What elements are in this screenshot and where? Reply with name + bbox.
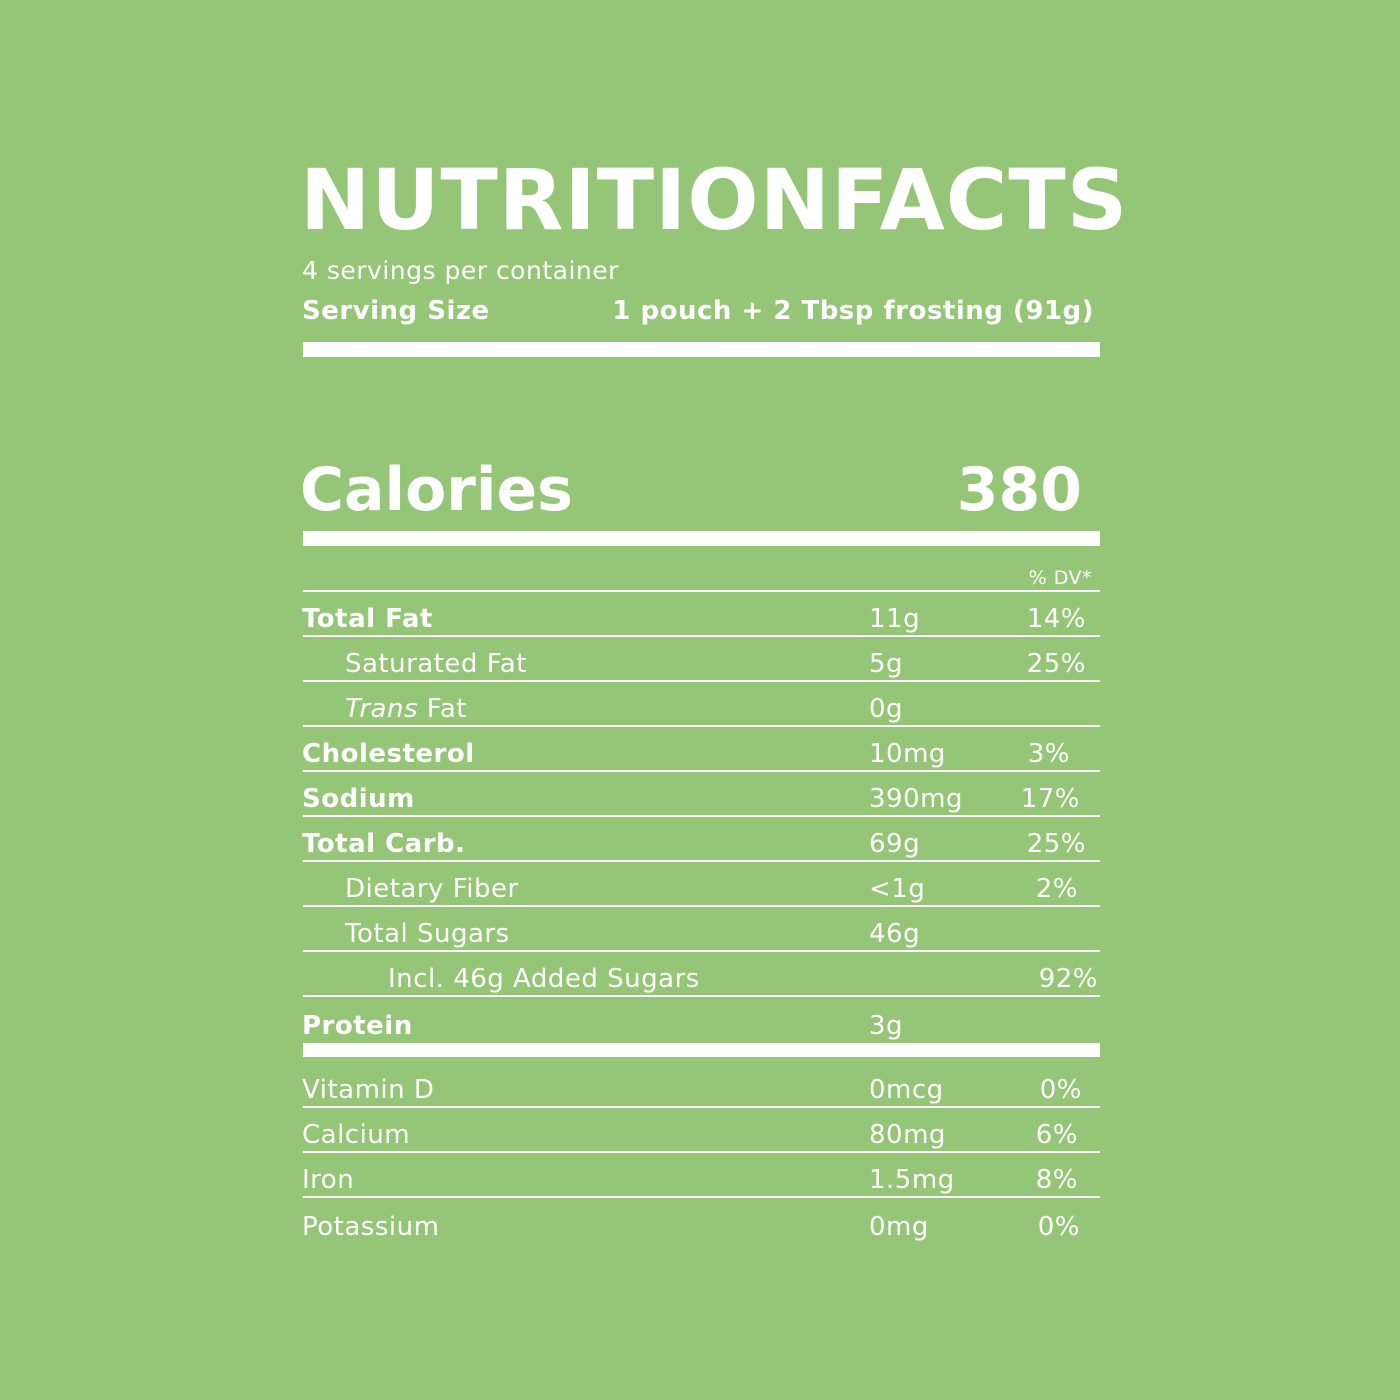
vitamin-row-vitamin-d: Vitamin D 0mcg 0%	[302, 1062, 1100, 1108]
vitamin-row-calcium: Calcium 80mg 6%	[302, 1108, 1100, 1153]
vitamin-amount: 1.5mg	[869, 1165, 955, 1195]
vitamin-amount: 0mcg	[869, 1075, 944, 1105]
nutrient-dv: 3%	[1027, 739, 1070, 769]
nutrient-name: Cholesterol	[302, 739, 475, 769]
vitamin-dv: 0%	[1037, 1212, 1080, 1242]
thick-divider-protein	[303, 1043, 1100, 1057]
nutrient-dv: 17%	[1020, 784, 1080, 814]
nutrient-amount: 3g	[869, 1011, 904, 1041]
nutrient-name: Protein	[302, 1011, 413, 1041]
calories-label: Calories	[300, 455, 573, 525]
nutrient-row-total-carb: Total Carb. 69g 25%	[302, 817, 1100, 862]
vitamin-name: Calcium	[302, 1120, 411, 1150]
trans-italic-label: Trans	[345, 694, 419, 724]
nutrient-name: Total Carb.	[302, 829, 466, 859]
nutrition-facts-title: NUTRITION FACTS	[300, 150, 1127, 250]
title-word-facts: FACTS	[831, 151, 1129, 249]
daily-value-header: % DV*	[1028, 567, 1092, 589]
nutrient-row-added-sugars: Incl. 46g Added Sugars 92%	[303, 952, 1100, 997]
vitamin-row-iron: Iron 1.5mg 8%	[302, 1153, 1100, 1198]
nutrient-dv: 2%	[1035, 874, 1078, 904]
nutrient-amount: 5g	[869, 649, 904, 679]
trans-rest-label: Fat	[418, 694, 467, 724]
nutrient-row-cholesterol: Cholesterol 10mg 3%	[302, 727, 1100, 772]
nutrient-amount: 11g	[869, 604, 921, 634]
nutrient-name: Dietary Fiber	[345, 874, 519, 904]
nutrient-amount: 390mg	[869, 784, 963, 814]
nutrient-name: Saturated Fat	[345, 649, 527, 679]
nutrient-row-protein: Protein 3g	[302, 997, 1100, 1042]
nutrient-row-dietary-fiber: Dietary Fiber <1g 2%	[303, 862, 1100, 907]
vitamin-row-potassium: Potassium 0mg 0%	[302, 1198, 1100, 1243]
nutrient-name: Total Sugars	[345, 919, 510, 949]
serving-size-value: 1 pouch + 2 Tbsp frosting (91g)	[612, 296, 1094, 326]
vitamin-amount: 80mg	[869, 1120, 946, 1150]
divider-dv-header	[303, 590, 1100, 592]
calories-value: 380	[956, 455, 1082, 525]
nutrient-amount: <1g	[869, 874, 926, 904]
nutrient-row-trans-fat: Trans Fat 0g	[303, 682, 1100, 727]
vitamin-amount: 0mg	[869, 1212, 929, 1242]
nutrient-amount: 10mg	[869, 739, 946, 769]
serving-size-label: Serving Size	[302, 296, 490, 326]
vitamin-name: Vitamin D	[302, 1075, 435, 1105]
vitamin-dv: 8%	[1035, 1165, 1078, 1195]
nutrient-amount: 46g	[869, 919, 921, 949]
nutrient-name: Trans Fat	[345, 693, 467, 725]
nutrient-name: Incl. 46g Added Sugars	[388, 964, 700, 994]
vitamin-name: Iron	[302, 1165, 355, 1195]
nutrient-name: Total Fat	[302, 604, 433, 634]
nutrient-amount: 69g	[869, 829, 921, 859]
nutrient-row-sodium: Sodium 390mg 17%	[302, 772, 1100, 817]
thick-divider-calories	[303, 531, 1100, 546]
nutrient-row-total-sugars: Total Sugars 46g	[303, 907, 1100, 952]
vitamin-dv: 0%	[1039, 1075, 1082, 1105]
title-word-nutrition: NUTRITION	[300, 151, 832, 249]
nutrient-dv: 14%	[1026, 604, 1086, 634]
vitamin-dv: 6%	[1035, 1120, 1078, 1150]
nutrient-row-total-fat: Total Fat 11g 14%	[302, 592, 1100, 637]
nutrient-dv: 92%	[1038, 964, 1098, 994]
vitamin-name: Potassium	[302, 1212, 440, 1242]
nutrient-name: Sodium	[302, 784, 415, 814]
nutrient-amount: 0g	[869, 694, 904, 724]
nutrient-row-saturated-fat: Saturated Fat 5g 25%	[303, 637, 1100, 682]
thick-divider-top	[303, 342, 1100, 357]
servings-per-container: 4 servings per container	[302, 256, 619, 285]
nutrient-dv: 25%	[1026, 829, 1086, 859]
nutrient-dv: 25%	[1026, 649, 1086, 679]
